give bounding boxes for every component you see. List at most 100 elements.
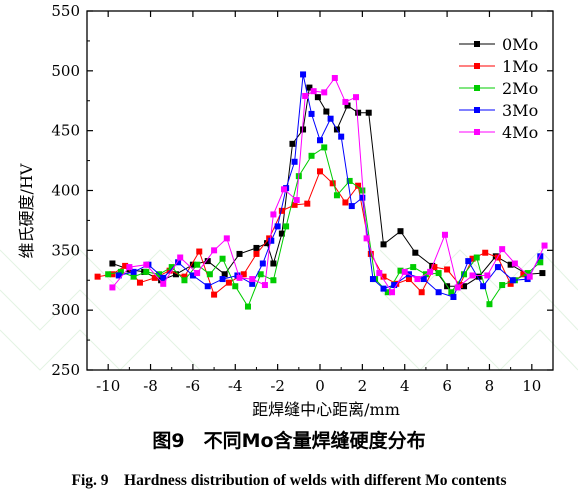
x-tick-label: 10 [522, 377, 541, 395]
data-point [486, 301, 493, 308]
data-point [219, 276, 226, 283]
data-point [338, 133, 345, 140]
data-point [306, 84, 313, 91]
data-point [300, 126, 307, 133]
data-point [537, 259, 544, 266]
data-point [321, 144, 328, 151]
data-point [499, 246, 506, 253]
data-point [221, 271, 228, 278]
data-point [418, 289, 425, 296]
data-point [109, 260, 116, 267]
x-tick-label: -4 [228, 377, 243, 395]
legend-label: 0Mo [502, 35, 538, 54]
data-point [482, 249, 489, 256]
x-tick-label: -8 [143, 377, 158, 395]
data-point [130, 268, 137, 275]
series-0Mo [109, 84, 546, 290]
legend-marker [474, 85, 480, 91]
data-point [291, 201, 298, 208]
data-point [431, 264, 438, 271]
data-point [353, 94, 360, 101]
data-point [344, 102, 351, 109]
data-point [355, 109, 362, 116]
figure-caption-english: Fig. 9 Hardness distribution of welds wi… [71, 472, 507, 489]
chart-axes [86, 10, 554, 371]
data-point [117, 268, 124, 275]
data-point [204, 283, 211, 290]
data-point [420, 276, 427, 283]
data-point [105, 271, 112, 278]
y-tick-label: 400 [51, 182, 80, 200]
data-point [194, 270, 201, 277]
data-point [308, 110, 315, 117]
series-2Mo [105, 144, 544, 310]
data-point [359, 187, 366, 194]
data-point [314, 94, 321, 101]
data-point [136, 279, 143, 286]
data-point [280, 186, 287, 193]
data-point [480, 283, 487, 290]
data-point [469, 255, 476, 262]
data-point [441, 231, 448, 238]
series-line [108, 146, 541, 308]
x-axis-ticks: -10 -8 -6 -4 -2 0 2 4 6 8 10 [96, 11, 541, 395]
data-point [236, 250, 243, 257]
data-point [259, 260, 266, 267]
data-point [369, 276, 376, 283]
x-tick-label: 4 [400, 377, 410, 395]
data-point [435, 289, 442, 296]
x-tick-label: 0 [315, 377, 325, 395]
data-point [444, 266, 451, 273]
data-point [249, 276, 256, 283]
data-point [323, 108, 330, 115]
data-point [291, 158, 298, 165]
data-point [509, 277, 516, 284]
data-point [342, 199, 349, 206]
data-point [327, 115, 334, 122]
data-point [274, 223, 281, 230]
data-point [168, 264, 175, 271]
data-point [261, 282, 268, 289]
figure-caption-chinese: 图9 不同Mo含量焊缝硬度分布 [152, 430, 426, 452]
data-point [151, 274, 158, 281]
data-point [507, 280, 514, 287]
data-point [448, 289, 455, 296]
legend-marker [474, 129, 480, 135]
data-point [391, 282, 398, 289]
x-tick-label: -6 [186, 377, 201, 395]
data-point [189, 272, 196, 279]
data-point [484, 272, 491, 279]
legend-item: 4Mo [459, 123, 538, 142]
data-point [389, 289, 396, 296]
data-point [115, 272, 122, 279]
legend-item: 0Mo [459, 35, 538, 54]
data-point [376, 270, 383, 277]
y-axis-label: 维氏硬度/HV [17, 163, 36, 258]
data-point [143, 261, 150, 268]
data-point [317, 137, 323, 144]
data-point [211, 247, 218, 254]
data-point [160, 280, 167, 287]
data-point [302, 92, 309, 99]
data-point [304, 200, 311, 207]
data-point [380, 285, 387, 292]
data-point [219, 255, 226, 262]
data-point [244, 303, 251, 310]
y-tick-label: 450 [51, 122, 80, 140]
data-point [414, 276, 421, 283]
data-point [401, 268, 408, 275]
data-point [289, 140, 296, 147]
data-point [278, 207, 285, 214]
y-tick-label: 250 [51, 361, 80, 379]
data-point [109, 271, 116, 278]
data-point [225, 279, 232, 286]
data-point [469, 272, 476, 279]
y-tick-label: 500 [51, 62, 80, 80]
data-point [365, 109, 372, 116]
data-point [94, 273, 101, 280]
data-point [189, 261, 196, 268]
data-point [405, 276, 412, 283]
data-point [475, 273, 482, 280]
data-point [539, 270, 546, 277]
